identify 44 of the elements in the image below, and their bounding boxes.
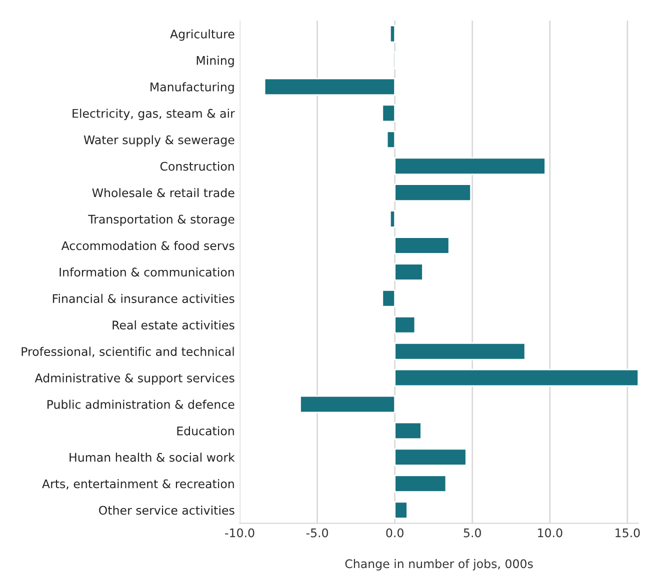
x-axis-title: Change in number of jobs, 000s — [345, 559, 533, 570]
y-tick-label: Other service activities — [99, 506, 234, 515]
y-tick-label: Arts, entertainment & recreation — [42, 479, 234, 490]
y-tick-label: Mining — [196, 56, 234, 68]
y-tick-label: Manufacturing — [150, 82, 234, 94]
y-tick-label: Real estate activities — [112, 320, 234, 330]
bar — [394, 368, 638, 387]
y-tick-label: Transportation & storage — [88, 214, 234, 226]
y-tick-label: Human health & social work — [70, 452, 235, 462]
bar — [394, 501, 408, 519]
bar — [394, 422, 422, 440]
bar — [264, 78, 396, 96]
bar — [382, 290, 396, 308]
bar — [386, 130, 396, 149]
y-tick-label: Professional, scientific and technical — [22, 346, 234, 358]
bar — [300, 395, 396, 414]
bar — [394, 236, 450, 254]
bar — [394, 448, 467, 466]
y-tick-label: Financial & insurance activities — [52, 294, 234, 304]
y-tick-label: Wholesale & retail trade — [92, 188, 234, 198]
x-tick-label: 10.0 — [538, 528, 562, 538]
y-tick-label: Water supply & sewerage — [84, 135, 234, 147]
bar — [394, 474, 447, 493]
y-tick-label: Information & communication — [60, 267, 234, 277]
bar — [394, 342, 526, 360]
y-tick-label: Electricity, gas, steam & air — [72, 108, 235, 120]
bar — [389, 210, 396, 228]
y-tick-label: Administrative & support services — [34, 373, 234, 385]
bar — [382, 104, 396, 122]
bar — [394, 316, 416, 334]
y-tick-label: Education — [177, 426, 234, 436]
x-tick-label: -5.0 — [306, 528, 328, 538]
bar — [389, 24, 396, 43]
x-tick-label: 15.0 — [616, 528, 640, 538]
bar — [394, 184, 472, 202]
y-tick-label: Construction — [160, 162, 234, 171]
bar — [394, 263, 424, 281]
x-tick-label: 5.0 — [464, 528, 481, 538]
y-tick-label: Agriculture — [170, 29, 234, 41]
x-tick-label: -10.0 — [225, 528, 254, 538]
y-tick-label: Public administration & defence — [47, 400, 234, 409]
y-tick-label: Accommodation & food servs — [61, 241, 234, 250]
bar — [394, 157, 546, 176]
x-tick-label: 0.0 — [386, 528, 404, 538]
